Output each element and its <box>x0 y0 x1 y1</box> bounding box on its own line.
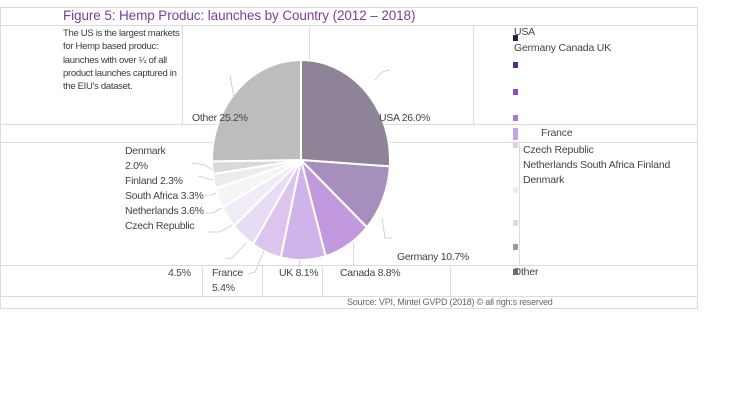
label-france-pct: 5.4% <box>212 282 235 294</box>
grid-line <box>0 296 698 297</box>
legend-czech: Czech Republic <box>523 144 594 156</box>
legend-swatch-icon <box>513 244 518 250</box>
grid-line <box>202 265 203 296</box>
legend-swatch-icon <box>513 187 518 193</box>
grid-line <box>473 25 474 124</box>
legend-swatch-icon <box>513 142 518 148</box>
label-other: Other 25.2% <box>192 112 248 124</box>
label-canada: Canada 8.8% <box>340 267 401 279</box>
legend-swatch-icon <box>513 89 518 95</box>
label-denmark: Denmark <box>125 145 166 157</box>
label-finland: Finland 2.3% <box>125 175 183 187</box>
leader-lines <box>191 69 392 275</box>
legend-germany-canada-uk: Germany Canada UK <box>514 42 611 54</box>
pie-slice-germany <box>298 158 391 229</box>
legend-swatch-icon <box>513 115 518 121</box>
grid-line <box>519 142 520 265</box>
label-czech-pct: 4.5% <box>168 267 191 279</box>
legend-denmark: Denmark <box>523 174 565 186</box>
label-france: France <box>212 267 243 279</box>
legend-swatch-icon <box>513 220 518 226</box>
grid-line <box>450 265 451 296</box>
pie-slices <box>210 58 391 261</box>
label-usa: USA 26.0% <box>379 112 430 124</box>
label-germany: Germany 10.7% <box>397 251 469 263</box>
label-denmark-pct: 2.0% <box>125 160 148 172</box>
grid-line <box>322 265 323 296</box>
legend-netherlands-sa-finland: Netherlands South Africa Finland <box>523 159 671 171</box>
pie-slice-usa <box>300 58 391 168</box>
legend-swatch-icon <box>513 35 518 41</box>
grid-line <box>262 265 263 296</box>
legend-other: Other <box>513 266 539 278</box>
legend-swatch-icon <box>513 62 518 68</box>
label-netherlands: Netherlands 3.6% <box>125 205 204 217</box>
legend-swatch-icon <box>513 269 518 275</box>
label-south-africa: South Africa 3.3% <box>125 190 204 202</box>
figure-frame <box>0 7 698 309</box>
grid-line <box>182 25 183 124</box>
figure-title: Figure 5: Hemp Produc: launches by Count… <box>63 8 416 23</box>
label-czech: Czech Republic <box>125 220 195 232</box>
legend-swatch-icon <box>513 128 518 140</box>
grid-line <box>0 265 698 266</box>
legend-usa: USA <box>514 26 535 38</box>
pie-slice-other <box>211 58 302 163</box>
source-note: Source: VPI, Mintel GVPD (2018) © all ri… <box>347 297 553 307</box>
legend-france: France <box>541 127 573 139</box>
figure-note: The US is the largest markets for Hemp b… <box>63 28 180 93</box>
label-uk: UK 8.1% <box>279 267 319 279</box>
grid-line <box>0 25 698 26</box>
